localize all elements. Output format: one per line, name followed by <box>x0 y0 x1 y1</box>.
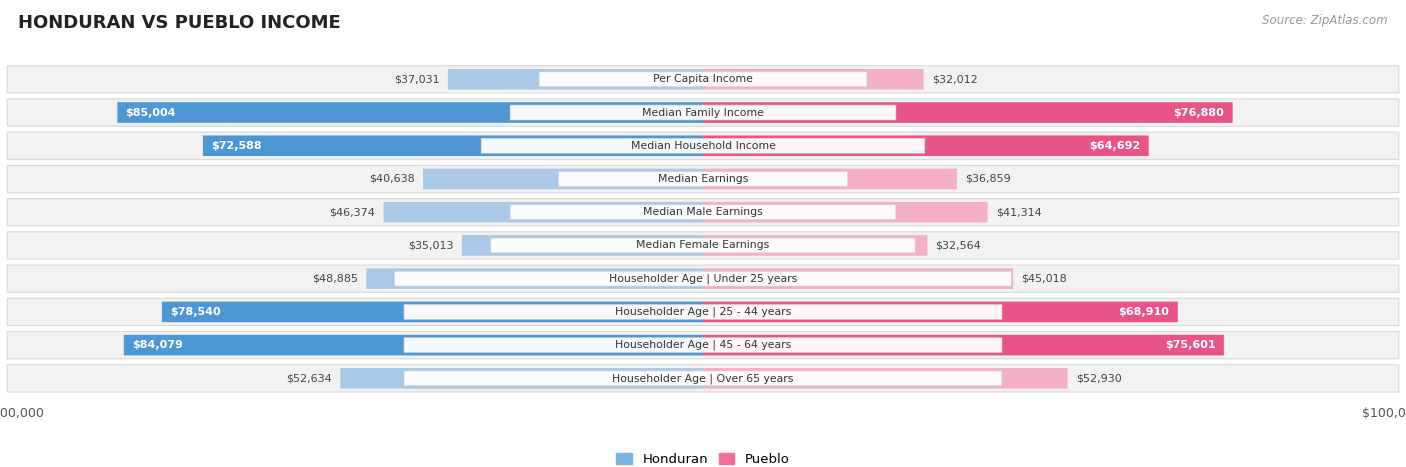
Text: $36,859: $36,859 <box>965 174 1011 184</box>
FancyBboxPatch shape <box>366 269 703 289</box>
Legend: Honduran, Pueblo: Honduran, Pueblo <box>610 447 796 467</box>
Text: $64,692: $64,692 <box>1090 141 1140 151</box>
FancyBboxPatch shape <box>461 235 703 256</box>
FancyBboxPatch shape <box>7 132 1399 159</box>
Text: $84,079: $84,079 <box>132 340 183 350</box>
Text: $72,588: $72,588 <box>211 141 262 151</box>
FancyBboxPatch shape <box>703 302 1178 322</box>
Text: Per Capita Income: Per Capita Income <box>652 74 754 85</box>
Text: Householder Age | 45 - 64 years: Householder Age | 45 - 64 years <box>614 340 792 350</box>
FancyBboxPatch shape <box>703 235 928 256</box>
FancyBboxPatch shape <box>124 335 703 355</box>
Text: HONDURAN VS PUEBLO INCOME: HONDURAN VS PUEBLO INCOME <box>18 14 342 32</box>
Text: Source: ZipAtlas.com: Source: ZipAtlas.com <box>1263 14 1388 27</box>
FancyBboxPatch shape <box>510 205 896 219</box>
Text: $37,031: $37,031 <box>394 74 440 85</box>
Text: $45,018: $45,018 <box>1021 274 1067 283</box>
FancyBboxPatch shape <box>703 69 924 90</box>
Text: Householder Age | Over 65 years: Householder Age | Over 65 years <box>612 373 794 383</box>
Text: $85,004: $85,004 <box>125 107 176 118</box>
FancyBboxPatch shape <box>404 338 1002 353</box>
FancyBboxPatch shape <box>7 232 1399 259</box>
FancyBboxPatch shape <box>510 105 896 120</box>
Text: $75,601: $75,601 <box>1166 340 1216 350</box>
FancyBboxPatch shape <box>7 365 1399 392</box>
Text: Median Household Income: Median Household Income <box>630 141 776 151</box>
FancyBboxPatch shape <box>481 138 925 153</box>
FancyBboxPatch shape <box>703 368 1067 389</box>
Text: $32,564: $32,564 <box>935 241 981 250</box>
FancyBboxPatch shape <box>491 238 915 253</box>
Text: $52,930: $52,930 <box>1076 373 1122 383</box>
FancyBboxPatch shape <box>449 69 703 90</box>
Text: $35,013: $35,013 <box>408 241 454 250</box>
FancyBboxPatch shape <box>394 271 1012 286</box>
Text: Median Family Income: Median Family Income <box>643 107 763 118</box>
FancyBboxPatch shape <box>423 169 703 189</box>
Text: $32,012: $32,012 <box>932 74 977 85</box>
FancyBboxPatch shape <box>703 169 957 189</box>
FancyBboxPatch shape <box>340 368 703 389</box>
FancyBboxPatch shape <box>538 72 868 87</box>
FancyBboxPatch shape <box>703 269 1014 289</box>
Text: $68,910: $68,910 <box>1119 307 1170 317</box>
Text: $40,638: $40,638 <box>368 174 415 184</box>
FancyBboxPatch shape <box>202 135 703 156</box>
FancyBboxPatch shape <box>404 304 1002 319</box>
FancyBboxPatch shape <box>7 99 1399 126</box>
Text: $46,374: $46,374 <box>329 207 375 217</box>
FancyBboxPatch shape <box>703 202 987 222</box>
FancyBboxPatch shape <box>384 202 703 222</box>
Text: Median Female Earnings: Median Female Earnings <box>637 241 769 250</box>
FancyBboxPatch shape <box>703 102 1233 123</box>
Text: Median Male Earnings: Median Male Earnings <box>643 207 763 217</box>
FancyBboxPatch shape <box>558 171 848 186</box>
FancyBboxPatch shape <box>7 66 1399 93</box>
FancyBboxPatch shape <box>7 165 1399 192</box>
Text: $78,540: $78,540 <box>170 307 221 317</box>
FancyBboxPatch shape <box>7 198 1399 226</box>
FancyBboxPatch shape <box>7 332 1399 359</box>
FancyBboxPatch shape <box>7 298 1399 325</box>
Text: $52,634: $52,634 <box>287 373 332 383</box>
FancyBboxPatch shape <box>117 102 703 123</box>
Text: Householder Age | 25 - 44 years: Householder Age | 25 - 44 years <box>614 307 792 317</box>
FancyBboxPatch shape <box>162 302 703 322</box>
Text: Median Earnings: Median Earnings <box>658 174 748 184</box>
Text: $41,314: $41,314 <box>995 207 1042 217</box>
FancyBboxPatch shape <box>703 335 1223 355</box>
Text: Householder Age | Under 25 years: Householder Age | Under 25 years <box>609 273 797 284</box>
FancyBboxPatch shape <box>404 371 1002 386</box>
Text: $76,880: $76,880 <box>1174 107 1225 118</box>
FancyBboxPatch shape <box>703 135 1149 156</box>
FancyBboxPatch shape <box>7 265 1399 292</box>
Text: $48,885: $48,885 <box>312 274 359 283</box>
